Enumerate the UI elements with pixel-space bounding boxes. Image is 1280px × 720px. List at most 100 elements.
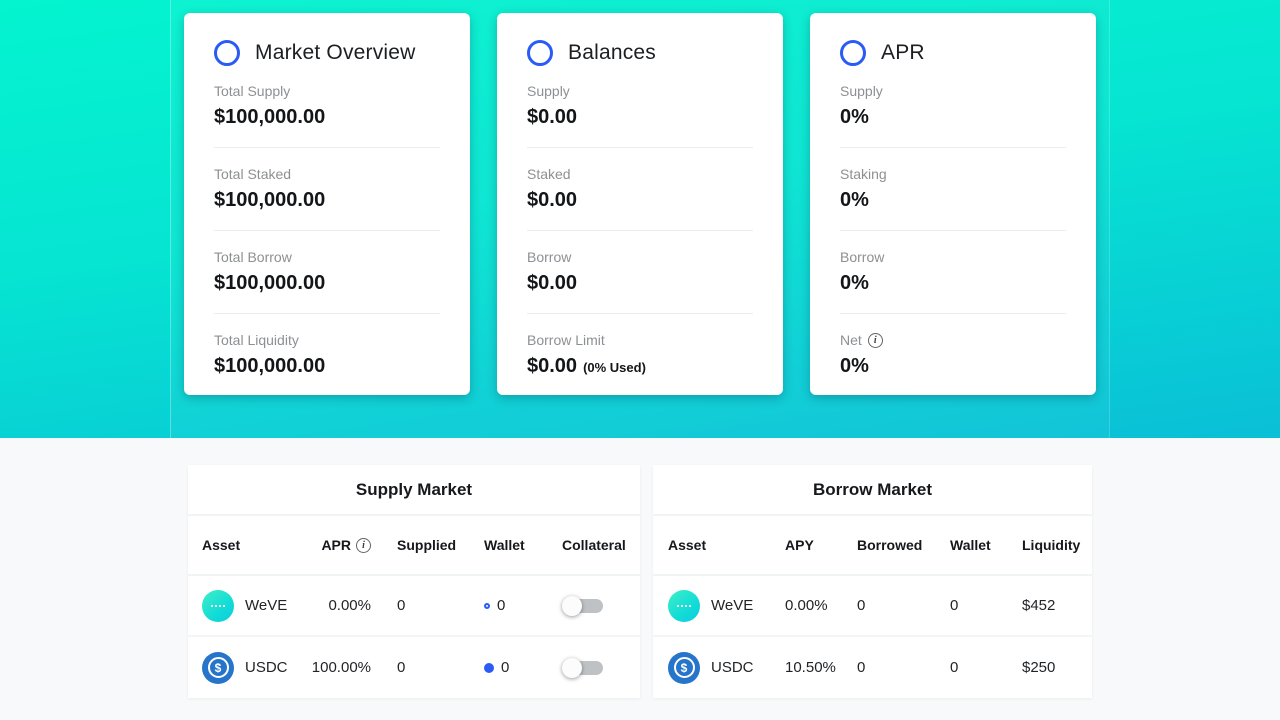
card-title: APR xyxy=(881,41,925,64)
toggle-knob xyxy=(562,595,582,616)
stat-value: $0.00 xyxy=(527,106,578,128)
apr-info-icon[interactable]: i xyxy=(356,537,371,553)
stat-staking-apr: Staking 0% xyxy=(840,166,1066,212)
borrow-market-title: Borrow Market xyxy=(653,465,1092,516)
apr-value: 0.00% xyxy=(328,597,371,614)
wallet-value: 0 xyxy=(950,597,959,614)
usdc-token-icon: $ xyxy=(668,651,700,684)
stat-supply-apr: Supply 0% xyxy=(840,83,1066,129)
supply-market-header-row: Asset APR i Supplied Wallet Collateral xyxy=(188,516,640,576)
stat-value: $0.00 xyxy=(527,272,578,294)
stat-label: Total Staked xyxy=(214,166,292,182)
hero-content-container: Market Overview Total Supply $100,000.00… xyxy=(170,0,1110,438)
apy-value: 0.00% xyxy=(785,597,828,614)
borrowed-value: 0 xyxy=(857,597,866,614)
column-header-collateral: Collateral xyxy=(562,537,626,553)
stat-total-staked: Total Staked $100,000.00 xyxy=(214,166,440,212)
stat-value: 0% xyxy=(840,106,869,128)
stat-supply-balance: Supply $0.00 xyxy=(527,83,753,129)
stat-value: $100,000.00 xyxy=(214,106,326,128)
hero-section: Market Overview Total Supply $100,000.00… xyxy=(0,0,1280,438)
toggle-knob xyxy=(562,657,582,678)
supply-market-title: Supply Market xyxy=(188,465,640,516)
divider xyxy=(527,313,753,314)
borrow-limit-value: $0.00 xyxy=(527,355,578,377)
borrowed-value: 0 xyxy=(857,659,866,676)
circle-logo-icon xyxy=(527,40,553,66)
stat-label: Total Supply xyxy=(214,83,291,99)
liquidity-value: $452 xyxy=(1022,597,1056,614)
supply-row-usdc[interactable]: $ USDC 100.00% 0 0 xyxy=(188,637,640,698)
stat-net-apr: Net i 0% xyxy=(840,332,1066,378)
collateral-toggle[interactable] xyxy=(562,656,609,680)
wallet-value: 0 xyxy=(950,659,959,676)
column-header-borrowed: Borrowed xyxy=(857,537,923,553)
card-title: Balances xyxy=(568,41,656,64)
liquidity-value: $250 xyxy=(1022,659,1056,676)
borrow-row-weve[interactable]: WeVE 0.00% 0 0 $452 xyxy=(653,576,1092,637)
balances-header: Balances xyxy=(527,40,753,66)
supply-market-table: Supply Market Asset APR i Supplied Wallet… xyxy=(188,465,640,698)
wallet-token-dot-icon xyxy=(484,662,494,673)
apy-value: 10.50% xyxy=(785,659,836,676)
stat-borrow-apr: Borrow 0% xyxy=(840,249,1066,295)
stat-value: $100,000.00 xyxy=(214,355,326,377)
stat-label: Staking xyxy=(840,166,887,182)
markets-section: Supply Market Asset APR i Supplied Wallet… xyxy=(0,438,1280,720)
stat-staked-balance: Staked $0.00 xyxy=(527,166,753,212)
divider xyxy=(840,230,1066,231)
wallet-value: 0 xyxy=(501,659,510,676)
supply-row-weve[interactable]: WeVE 0.00% 0 0 xyxy=(188,576,640,637)
stat-label: Total Borrow xyxy=(214,249,292,265)
usdc-dollar-glyph: $ xyxy=(207,657,229,678)
asset-name: WeVE xyxy=(711,597,754,614)
divider xyxy=(840,147,1066,148)
apr-card: APR Supply 0% Staking 0% Borrow 0% Net i … xyxy=(810,13,1096,395)
circle-logo-icon xyxy=(214,40,240,66)
stat-label: Net xyxy=(840,332,862,348)
borrow-limit-used-suffix: (0% Used) xyxy=(583,360,646,375)
weve-token-icon xyxy=(202,589,234,622)
stat-label: Borrow Limit xyxy=(527,332,605,348)
stat-label: Staked xyxy=(527,166,571,182)
wallet-token-dot-icon xyxy=(484,602,490,609)
stat-value: $0.00 xyxy=(527,189,578,211)
column-header-liquidity: Liquidity xyxy=(1022,537,1081,553)
divider xyxy=(840,313,1066,314)
asset-name: WeVE xyxy=(245,597,288,614)
borrow-row-usdc[interactable]: $ USDC 10.50% 0 0 $250 xyxy=(653,637,1092,698)
supplied-value: 0 xyxy=(397,597,406,614)
column-header-wallet: Wallet xyxy=(950,537,991,553)
column-header-asset: Asset xyxy=(668,537,707,553)
column-header-apy: APY xyxy=(785,537,814,553)
divider xyxy=(527,230,753,231)
stat-value: 0% xyxy=(840,272,869,294)
stat-value: 0% xyxy=(840,189,869,211)
stat-total-borrow: Total Borrow $100,000.00 xyxy=(214,249,440,295)
net-apr-info-icon[interactable]: i xyxy=(867,333,883,348)
stat-borrow-balance: Borrow $0.00 xyxy=(527,249,753,295)
borrow-market-table: Borrow Market Asset APY Borrowed Wallet … xyxy=(653,465,1092,698)
divider xyxy=(214,147,440,148)
supplied-value: 0 xyxy=(397,659,406,676)
apr-header: APR xyxy=(840,40,1066,66)
circle-logo-icon xyxy=(840,40,866,66)
divider xyxy=(527,147,753,148)
stat-label: Supply xyxy=(527,83,570,99)
usdc-dollar-glyph: $ xyxy=(673,657,695,678)
stat-borrow-limit: Borrow Limit $0.00 (0% Used) xyxy=(527,332,753,380)
stat-label: Borrow xyxy=(527,249,572,265)
market-overview-header: Market Overview xyxy=(214,40,440,66)
stat-total-liquidity: Total Liquidity $100,000.00 xyxy=(214,332,440,378)
stat-total-supply: Total Supply $100,000.00 xyxy=(214,83,440,129)
borrow-market-header-row: Asset APY Borrowed Wallet Liquidity xyxy=(653,516,1092,576)
collateral-toggle[interactable] xyxy=(562,594,609,618)
stat-value: $100,000.00 xyxy=(214,189,326,211)
card-title: Market Overview xyxy=(255,41,416,64)
weve-token-icon xyxy=(668,589,700,622)
asset-name: USDC xyxy=(711,659,754,676)
stat-label: Total Liquidity xyxy=(214,332,299,348)
column-header-supplied: Supplied xyxy=(397,537,457,553)
divider xyxy=(214,313,440,314)
market-overview-card: Market Overview Total Supply $100,000.00… xyxy=(184,13,470,395)
